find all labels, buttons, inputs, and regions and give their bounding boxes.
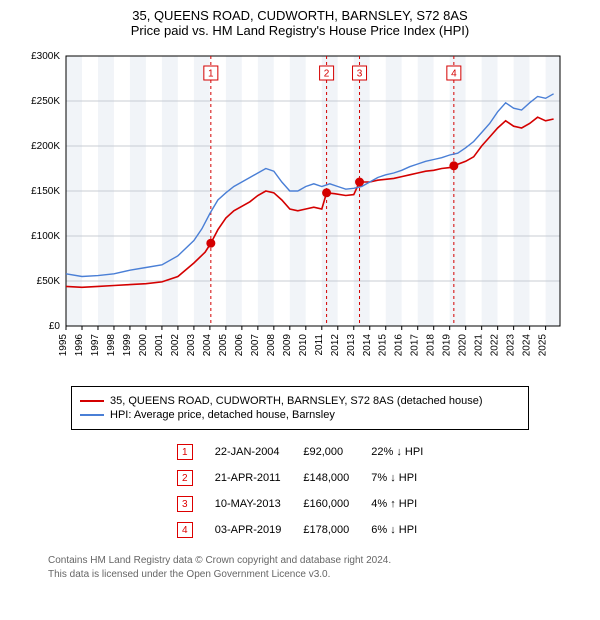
svg-text:2015: 2015 <box>378 334 389 357</box>
table-row: 221-APR-2011£148,0007% ↓ HPI <box>167 466 434 490</box>
footer-line: Contains HM Land Registry data © Crown c… <box>48 554 592 568</box>
svg-text:2001: 2001 <box>154 334 165 357</box>
svg-text:£250K: £250K <box>31 96 60 107</box>
svg-text:2002: 2002 <box>170 334 181 357</box>
sale-date: 22-JAN-2004 <box>205 440 292 464</box>
sale-price: £178,000 <box>293 518 359 542</box>
svg-text:2024: 2024 <box>522 334 533 357</box>
sale-number: 1 <box>167 440 203 464</box>
subtitle: Price paid vs. HM Land Registry's House … <box>8 23 592 38</box>
sale-price: £92,000 <box>293 440 359 464</box>
svg-text:2003: 2003 <box>186 334 197 357</box>
svg-text:3: 3 <box>357 69 363 80</box>
sale-delta: 6% ↓ HPI <box>361 518 433 542</box>
sale-date: 10-MAY-2013 <box>205 492 292 516</box>
svg-text:2019: 2019 <box>442 334 453 357</box>
sale-number: 2 <box>167 466 203 490</box>
legend-item: 35, QUEENS ROAD, CUDWORTH, BARNSLEY, S72… <box>80 395 520 407</box>
sale-delta: 22% ↓ HPI <box>361 440 433 464</box>
sale-price: £148,000 <box>293 466 359 490</box>
sale-delta: 7% ↓ HPI <box>361 466 433 490</box>
sale-date: 21-APR-2011 <box>205 466 292 490</box>
svg-text:2020: 2020 <box>458 334 469 357</box>
svg-text:2011: 2011 <box>314 334 325 356</box>
price-chart: £0 £50K £100K £150K £200K £250K £300K 1995 1996 1… <box>8 46 592 376</box>
svg-text:2: 2 <box>324 69 330 80</box>
sale-price: £160,000 <box>293 492 359 516</box>
sale-number: 4 <box>167 518 203 542</box>
svg-text:2010: 2010 <box>298 334 309 357</box>
svg-text:1997: 1997 <box>90 334 101 357</box>
svg-text:£150K: £150K <box>31 186 60 197</box>
svg-text:£100K: £100K <box>31 231 60 242</box>
svg-text:2017: 2017 <box>410 334 421 357</box>
svg-text:2008: 2008 <box>266 334 277 357</box>
svg-text:£50K: £50K <box>37 276 61 287</box>
svg-text:2013: 2013 <box>346 334 357 357</box>
svg-text:2007: 2007 <box>250 334 261 357</box>
svg-text:2014: 2014 <box>362 334 373 357</box>
svg-text:2006: 2006 <box>234 334 245 357</box>
svg-text:2000: 2000 <box>138 334 149 357</box>
svg-text:1999: 1999 <box>122 334 133 357</box>
svg-text:2018: 2018 <box>426 334 437 357</box>
svg-text:£200K: £200K <box>31 141 60 152</box>
svg-text:£0: £0 <box>49 321 61 332</box>
sale-number: 3 <box>167 492 203 516</box>
footer-line: This data is licensed under the Open Gov… <box>48 568 592 582</box>
svg-text:2005: 2005 <box>218 334 229 357</box>
svg-text:2022: 2022 <box>490 334 501 357</box>
legend-item: HPI: Average price, detached house, Barn… <box>80 409 520 421</box>
table-row: 310-MAY-2013£160,0004% ↑ HPI <box>167 492 434 516</box>
svg-text:4: 4 <box>451 69 457 80</box>
legend: 35, QUEENS ROAD, CUDWORTH, BARNSLEY, S72… <box>71 386 529 430</box>
footer-attribution: Contains HM Land Registry data © Crown c… <box>48 554 592 582</box>
table-row: 122-JAN-2004£92,00022% ↓ HPI <box>167 440 434 464</box>
svg-text:2023: 2023 <box>506 334 517 357</box>
table-row: 403-APR-2019£178,0006% ↓ HPI <box>167 518 434 542</box>
svg-text:1995: 1995 <box>58 334 69 357</box>
sales-table: 122-JAN-2004£92,00022% ↓ HPI221-APR-2011… <box>165 438 436 544</box>
svg-text:2025: 2025 <box>538 334 549 357</box>
svg-text:2009: 2009 <box>282 334 293 357</box>
legend-swatch <box>80 400 104 402</box>
address-title: 35, QUEENS ROAD, CUDWORTH, BARNSLEY, S72… <box>8 8 592 23</box>
legend-label: 35, QUEENS ROAD, CUDWORTH, BARNSLEY, S72… <box>110 395 483 407</box>
svg-text:£300K: £300K <box>31 51 60 62</box>
svg-text:2016: 2016 <box>394 334 405 357</box>
svg-text:1: 1 <box>208 69 214 80</box>
svg-text:2004: 2004 <box>202 334 213 357</box>
svg-text:2012: 2012 <box>330 334 341 357</box>
svg-text:1998: 1998 <box>106 334 117 357</box>
sale-date: 03-APR-2019 <box>205 518 292 542</box>
sale-delta: 4% ↑ HPI <box>361 492 433 516</box>
legend-swatch <box>80 414 104 416</box>
chart-svg: £0 £50K £100K £150K £200K £250K £300K 1995 1996 1… <box>8 46 568 376</box>
legend-label: HPI: Average price, detached house, Barn… <box>110 409 335 421</box>
svg-text:1996: 1996 <box>74 334 85 357</box>
svg-text:2021: 2021 <box>474 334 485 357</box>
